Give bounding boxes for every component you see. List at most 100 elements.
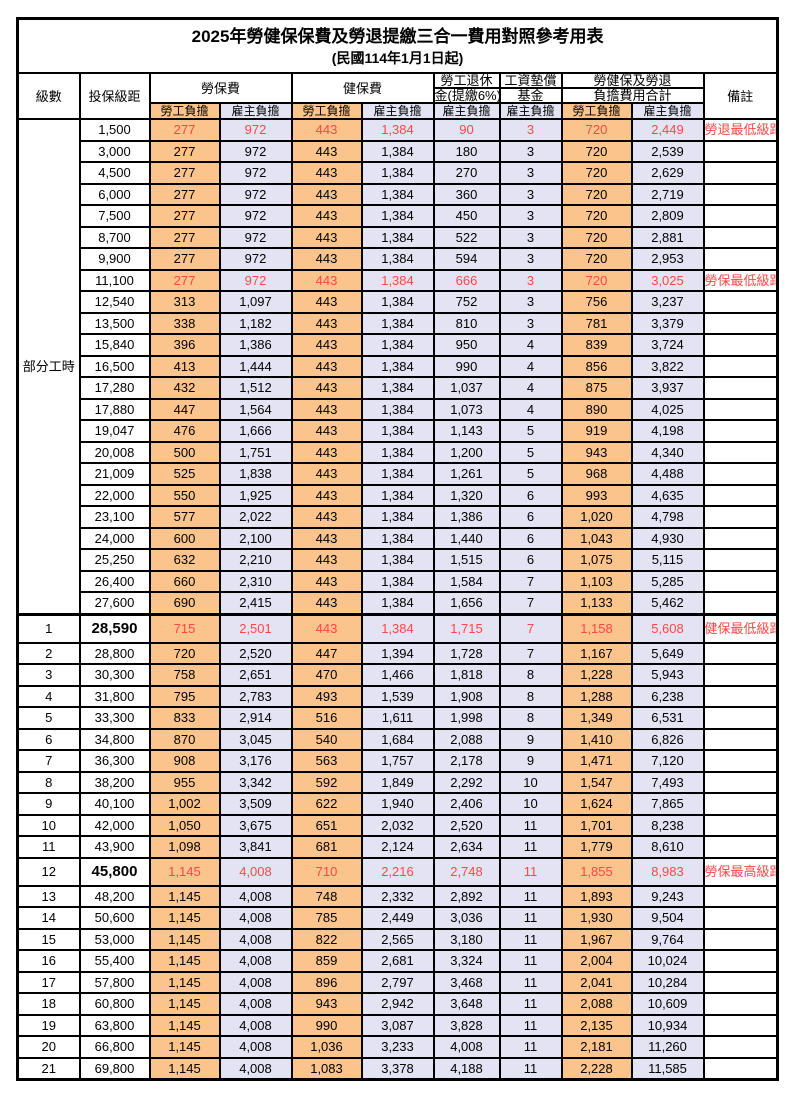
table-row: 7,500 277 972 443 1,384 450 3 720 2,809 xyxy=(18,204,779,228)
header-wage-fund-line1: 工資墊償 xyxy=(498,72,563,89)
pension-employer-cell: 2,892 xyxy=(432,884,501,908)
wage-fund-cell: 11 xyxy=(498,927,563,951)
health-employee-cell: 540 xyxy=(290,727,363,751)
labor-employee-cell: 1,145 xyxy=(148,1035,221,1059)
pension-employer-cell: 1,715 xyxy=(432,612,501,644)
health-employee-cell: 1,036 xyxy=(290,1035,363,1059)
bracket-cell: 31,800 xyxy=(78,684,151,708)
level-cell: 14 xyxy=(16,906,81,930)
bracket-cell: 34,800 xyxy=(78,727,151,751)
bracket-cell: 7,500 xyxy=(78,204,151,228)
table-row: 16 55,400 1,145 4,008 859 2,681 3,324 11 2,004 10… xyxy=(16,949,779,973)
labor-employer-cell: 1,444 xyxy=(218,354,293,378)
health-employer-cell: 1,384 xyxy=(360,397,435,421)
total-employer-cell: 6,826 xyxy=(630,727,705,751)
total-employer-cell: 5,462 xyxy=(630,591,705,615)
wage-fund-cell: 11 xyxy=(498,813,563,837)
remark-cell xyxy=(702,706,779,730)
total-employee-cell: 839 xyxy=(560,333,633,357)
health-employee-cell: 443 xyxy=(290,397,363,421)
labor-employee-cell: 500 xyxy=(148,440,221,464)
health-employee-cell: 651 xyxy=(290,813,363,837)
title-row: 2025年勞健保保費及勞退提繳三合一費用對照參考用表 (民國114年1月1日起) xyxy=(16,17,779,74)
labor-employee-cell: 1,002 xyxy=(148,792,221,816)
bracket-cell: 53,000 xyxy=(78,927,151,951)
health-employee-cell: 443 xyxy=(290,569,363,593)
total-employer-cell: 4,025 xyxy=(630,397,705,421)
remark-cell xyxy=(702,749,779,773)
health-employer-cell: 1,684 xyxy=(360,727,435,751)
wage-fund-cell: 4 xyxy=(498,354,563,378)
remark-cell xyxy=(702,505,779,529)
total-employee-cell: 993 xyxy=(560,483,633,507)
bracket-cell: 23,100 xyxy=(78,505,151,529)
bracket-cell: 12,540 xyxy=(78,290,151,314)
remark-cell xyxy=(702,591,779,615)
total-employer-cell: 4,340 xyxy=(630,440,705,464)
wage-fund-cell: 11 xyxy=(498,1013,563,1037)
labor-employee-cell: 277 xyxy=(148,139,221,163)
bracket-cell: 60,800 xyxy=(78,992,151,1016)
health-employer-cell: 1,384 xyxy=(360,548,435,572)
labor-employee-cell: 690 xyxy=(148,591,221,615)
wage-fund-cell: 5 xyxy=(498,440,563,464)
labor-employee-cell: 1,145 xyxy=(148,1013,221,1037)
labor-employer-cell: 972 xyxy=(218,247,293,271)
wage-fund-cell: 6 xyxy=(498,505,563,529)
level-cell: 13 xyxy=(16,884,81,908)
labor-employer-cell: 2,651 xyxy=(218,663,293,687)
table-row: 11,100 277 972 443 1,384 666 3 720 3,025 勞保最低級距 xyxy=(18,268,779,292)
header-labor-insurance: 勞保費 xyxy=(148,72,293,104)
labor-employee-cell: 870 xyxy=(148,727,221,751)
pension-employer-cell: 2,634 xyxy=(432,835,501,859)
total-employer-cell: 9,243 xyxy=(630,884,705,908)
health-employer-cell: 2,942 xyxy=(360,992,435,1016)
labor-employer-cell: 4,008 xyxy=(218,970,293,994)
header-row-1: 級數 投保級距 勞保費 健保費 勞工退休 工資墊償 勞健保及勞退 備註 xyxy=(16,72,779,120)
labor-employer-cell: 972 xyxy=(218,268,293,292)
total-employer-cell: 3,237 xyxy=(630,290,705,314)
total-employee-cell: 2,088 xyxy=(560,992,633,1016)
table-row: 17 57,800 1,145 4,008 896 2,797 3,468 11 2,041 10… xyxy=(16,970,779,994)
labor-employer-cell: 972 xyxy=(218,139,293,163)
health-employer-cell: 2,216 xyxy=(360,856,435,887)
level-cell: 15 xyxy=(16,927,81,951)
total-employer-cell: 2,953 xyxy=(630,247,705,271)
health-employer-cell: 2,332 xyxy=(360,884,435,908)
bracket-cell: 26,400 xyxy=(78,569,151,593)
labor-employee-cell: 715 xyxy=(148,612,221,644)
health-employer-cell: 1,384 xyxy=(360,225,435,249)
subheader-labor-employee: 勞工負擔 xyxy=(148,102,221,120)
total-employee-cell: 720 xyxy=(560,161,633,185)
subheader-health-employee: 勞工負擔 xyxy=(290,102,363,120)
total-employee-cell: 720 xyxy=(560,182,633,206)
health-employer-cell: 1,384 xyxy=(360,311,435,335)
remark-cell xyxy=(702,792,779,816)
remark-cell xyxy=(702,1035,779,1059)
labor-employer-cell: 972 xyxy=(218,182,293,206)
pension-employer-cell: 3,648 xyxy=(432,992,501,1016)
health-employer-cell: 1,849 xyxy=(360,770,435,794)
remark-cell xyxy=(702,548,779,572)
wage-fund-cell: 7 xyxy=(498,612,563,644)
wage-fund-cell: 5 xyxy=(498,462,563,486)
labor-employee-cell: 396 xyxy=(148,333,221,357)
remark-cell xyxy=(702,290,779,314)
total-employer-cell: 5,608 xyxy=(630,612,705,644)
health-employee-cell: 822 xyxy=(290,927,363,951)
labor-employer-cell: 4,008 xyxy=(218,856,293,887)
total-employer-cell: 9,504 xyxy=(630,906,705,930)
health-employer-cell: 1,384 xyxy=(360,182,435,206)
wage-fund-cell: 11 xyxy=(498,884,563,908)
health-employee-cell: 943 xyxy=(290,992,363,1016)
health-employee-cell: 443 xyxy=(290,483,363,507)
total-employer-cell: 2,719 xyxy=(630,182,705,206)
total-employee-cell: 720 xyxy=(560,204,633,228)
table-row: 9,900 277 972 443 1,384 594 3 720 2,953 xyxy=(18,247,779,271)
total-employer-cell: 7,865 xyxy=(630,792,705,816)
health-employer-cell: 2,681 xyxy=(360,949,435,973)
total-employee-cell: 1,103 xyxy=(560,569,633,593)
total-employer-cell: 6,531 xyxy=(630,706,705,730)
labor-employer-cell: 972 xyxy=(218,161,293,185)
labor-employee-cell: 1,145 xyxy=(148,1056,221,1081)
